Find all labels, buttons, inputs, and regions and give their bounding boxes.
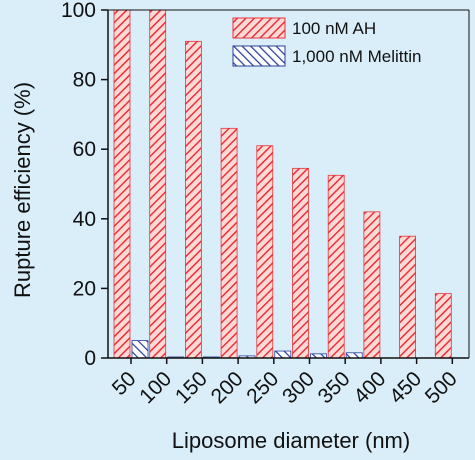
bar-melittin-250 [274, 350, 292, 359]
bar-ah-50 [113, 9, 131, 359]
bar-ah-350 [327, 174, 345, 359]
legend: 100 nM AH 1,000 nM Melittin [232, 17, 421, 67]
bar-ah-450 [399, 235, 417, 359]
bar-ah-400 [363, 211, 381, 359]
x-axis-title: Liposome diameter (nm) [172, 428, 410, 453]
x-tick-label: 50 [108, 367, 141, 400]
bar-ah-300 [292, 167, 309, 359]
y-tick-label: 100 [61, 0, 96, 22]
legend-label-ah: 100 nM AH [292, 19, 376, 38]
y-tick-label: 20 [73, 277, 96, 300]
bars-group [113, 9, 452, 359]
x-tick-label: 250 [242, 367, 283, 408]
bar-ah-500 [434, 293, 452, 359]
bar-ah-250 [256, 145, 274, 359]
y-tick-label: 60 [73, 138, 96, 161]
legend-label-melittin: 1,000 nM Melittin [292, 47, 421, 66]
x-tick-label: 100 [135, 367, 176, 408]
y-tick-label: 40 [73, 208, 96, 231]
x-tick-label: 200 [207, 367, 248, 408]
x-tick-label: 350 [314, 367, 355, 408]
y-tick-label: 80 [73, 69, 96, 92]
bar-ah-200 [220, 127, 238, 359]
legend-swatch-melittin [232, 45, 286, 67]
bar-ah-150 [184, 40, 202, 359]
x-tick-label: 500 [421, 367, 462, 408]
bar-melittin-350 [345, 352, 363, 359]
bar-melittin-50 [131, 340, 149, 359]
x-tick-label: 400 [349, 367, 390, 408]
legend-swatch-ah [232, 17, 286, 39]
x-tick-label: 150 [171, 367, 212, 408]
x-tick-label: 300 [278, 367, 319, 408]
bar-ah-100 [149, 9, 167, 359]
y-axis-title: Rupture efficiency (%) [10, 82, 35, 298]
y-tick-label: 0 [84, 347, 96, 370]
x-tick-label: 450 [385, 367, 426, 408]
